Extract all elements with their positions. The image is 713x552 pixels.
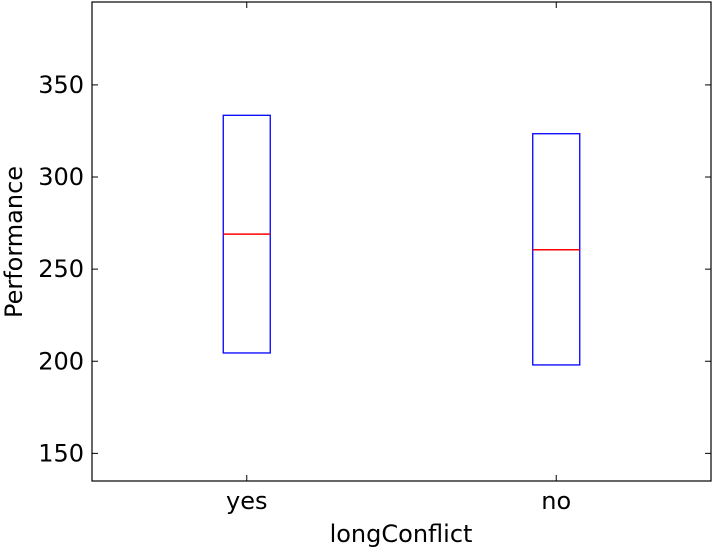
y-tick-label: 150 [38,439,84,467]
y-tick-label: 350 [38,71,84,99]
y-tick-label: 200 [38,347,84,375]
plot-marks [222,114,581,366]
x-tick-label: yes [226,487,267,515]
x-axis: yes no [226,2,571,515]
y-tick-label: 250 [38,255,84,283]
plot-frame [91,1,712,482]
y-tick-label: 300 [38,163,84,191]
x-axis-title: longConflict [330,520,473,548]
y-axis-title: Performance [0,166,28,318]
x-tick-label: no [541,487,571,515]
y-axis: 150 200 250 300 350 [38,71,711,467]
